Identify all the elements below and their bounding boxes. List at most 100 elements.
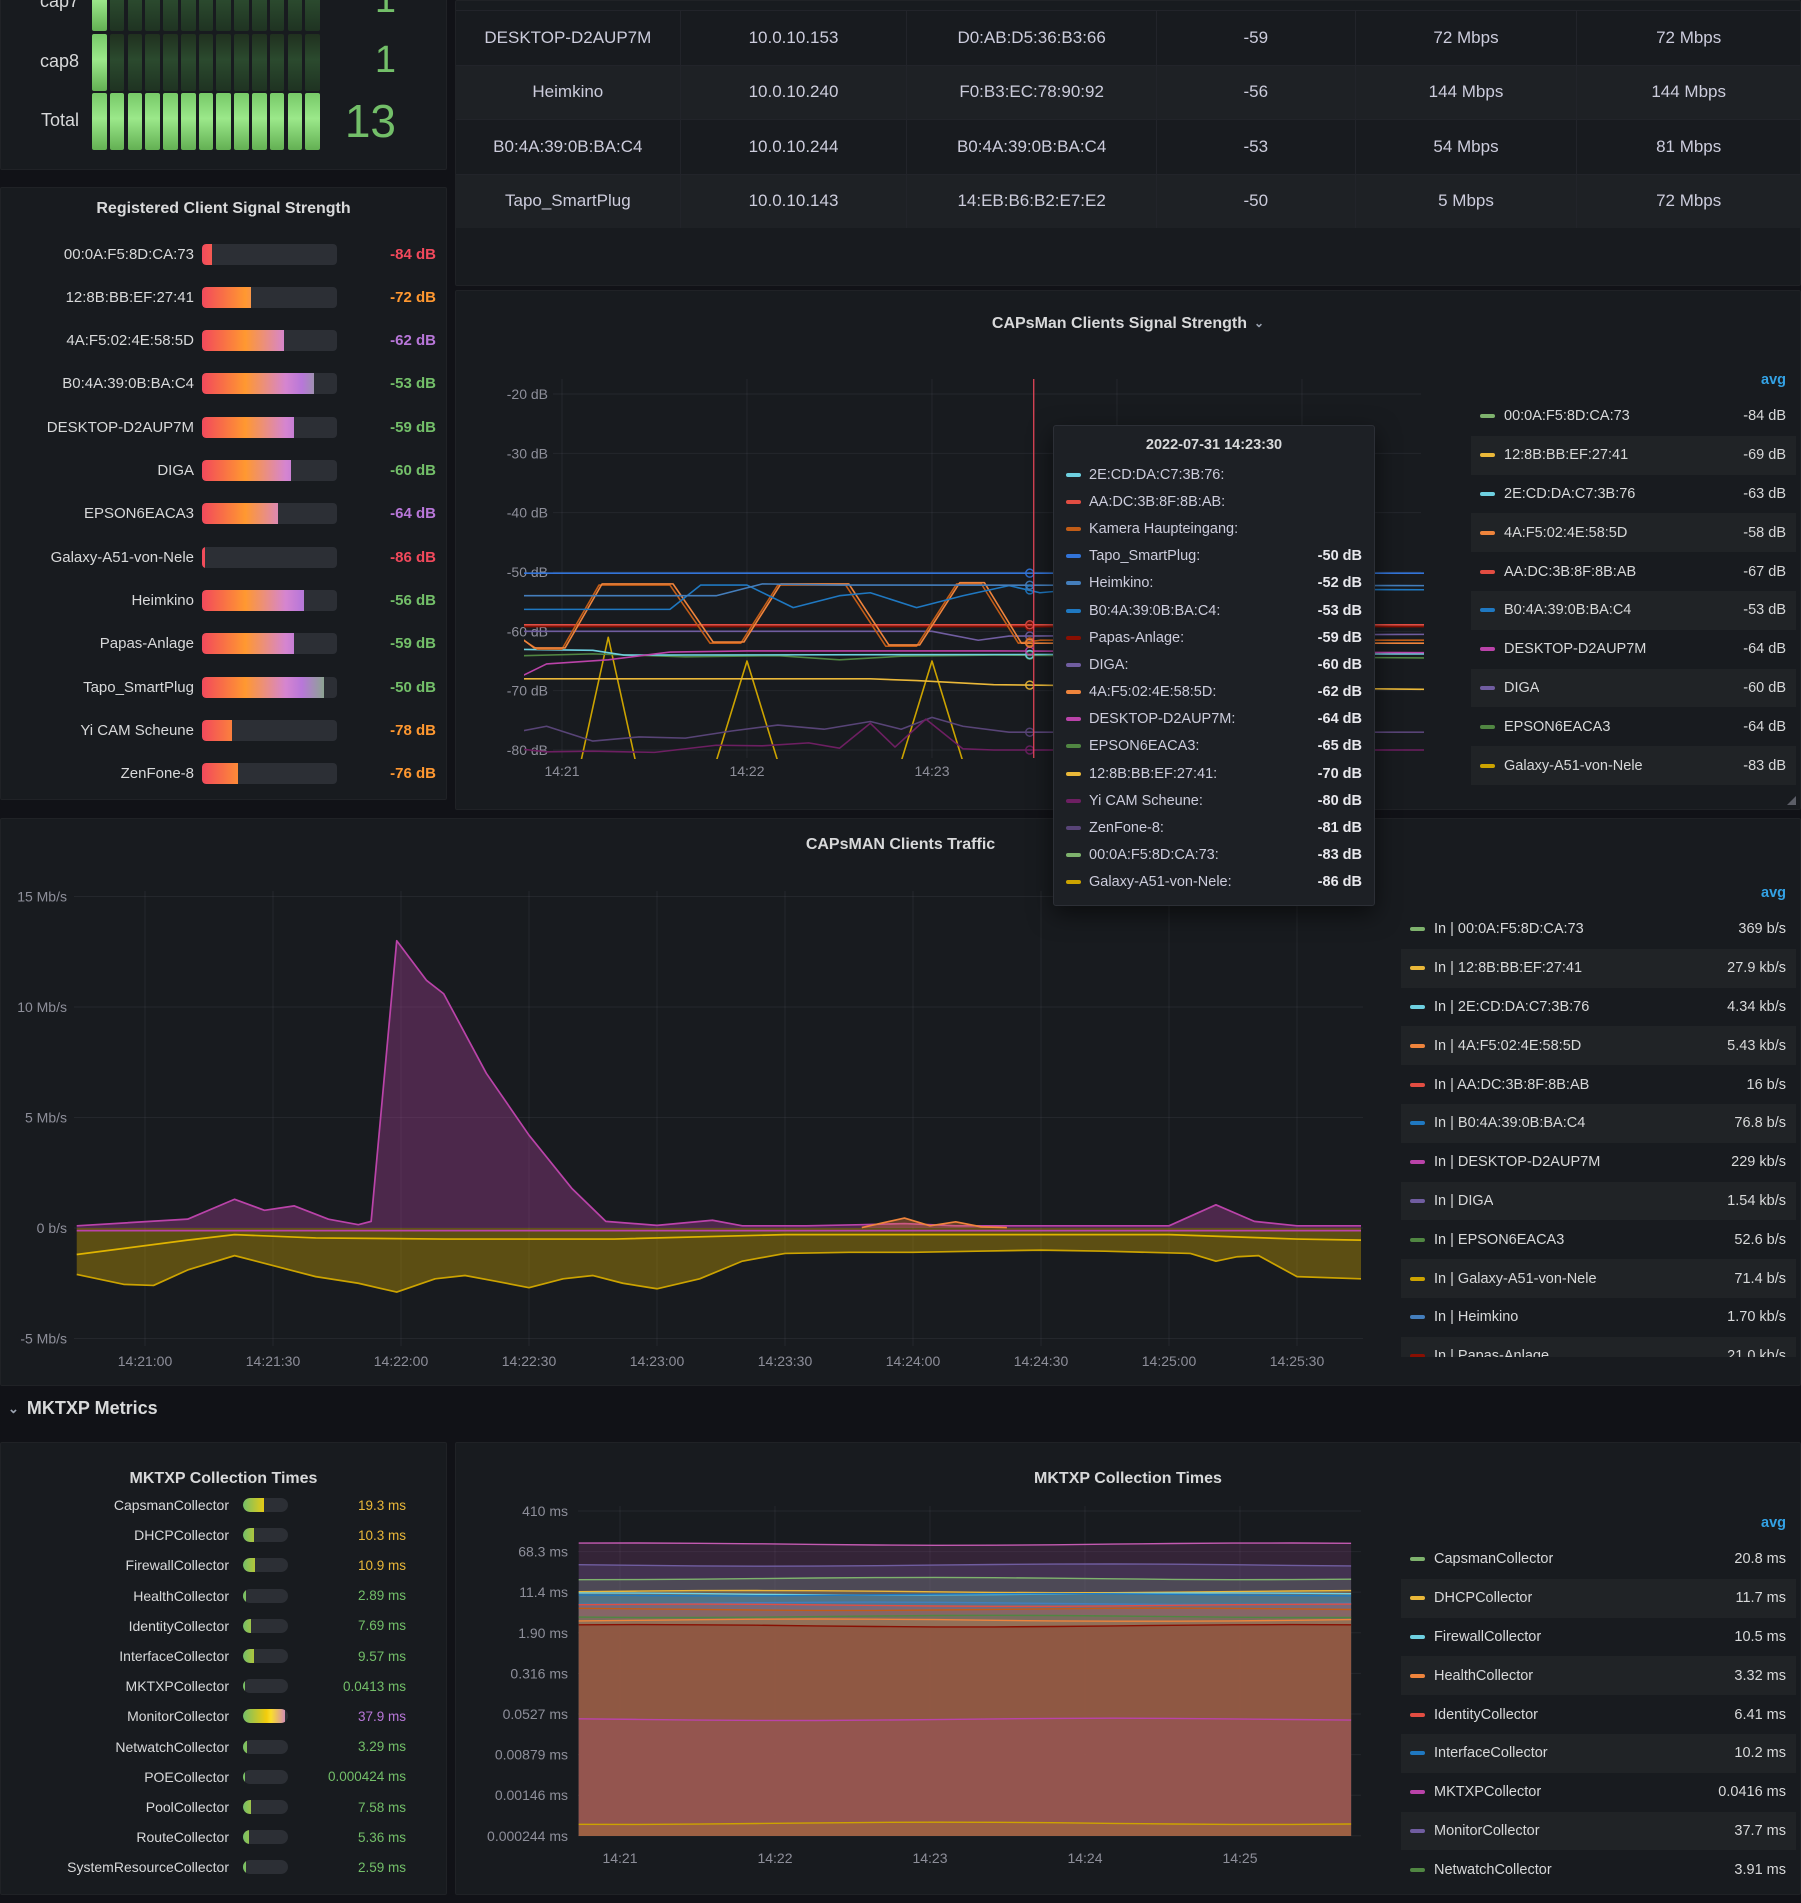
- panel-title[interactable]: Registered Client Signal Strength: [96, 200, 351, 217]
- mktxp-grid: 410 ms 68.3 ms 11.4 ms 1.90 ms 0.316 ms 0.052…: [487, 1503, 1361, 1866]
- gauge-row-value: -56 dB: [390, 591, 436, 609]
- gauge-row-value: -78 dB: [390, 721, 436, 739]
- svg-text:14:23:00: 14:23:00: [630, 1353, 685, 1369]
- table-cell: Tapo_SmartPlug: [456, 174, 681, 228]
- table-cell: 72 Mbps: [1356, 11, 1578, 65]
- legend-item[interactable]: HealthCollector 3.32 ms: [1401, 1656, 1796, 1695]
- legend-item[interactable]: CapsmanCollector 20.8 ms: [1401, 1540, 1796, 1579]
- legend-item[interactable]: Galaxy-A51-von-Nele -83 dB: [1471, 746, 1796, 785]
- legend-item[interactable]: In | B0:4A:39:0B:BA:C4 76.8 b/s: [1401, 1104, 1796, 1143]
- series-line-ZenFone-8: [524, 716, 1424, 742]
- legend-item[interactable]: In | 2E:CD:DA:C7:3B:76 4.34 kb/s: [1401, 988, 1796, 1027]
- legend-item[interactable]: In | EPSON6EACA3 52.6 b/s: [1401, 1220, 1796, 1259]
- panel-title[interactable]: CAPsMAN Clients Traffic: [805, 836, 996, 853]
- legend-item[interactable]: FirewallCollector 10.5 ms: [1401, 1618, 1796, 1657]
- legend-item[interactable]: NetwatchCollector 3.91 ms: [1401, 1850, 1796, 1877]
- panel-title[interactable]: CAPsMan Clients Signal Strength ⌄: [991, 315, 1265, 332]
- gauge-track: [243, 1860, 288, 1875]
- legend-item[interactable]: In | Heimkino 1.70 kb/s: [1401, 1298, 1796, 1337]
- mktxp-times-chart-panel: MKTXP Collection Times avg CapsmanCollect…: [455, 1442, 1801, 1895]
- legend-item[interactable]: 00:0A:F5:8D:CA:73 -84 dB: [1471, 397, 1796, 436]
- mktxp-chart[interactable]: 410 ms 68.3 ms 11.4 ms 1.90 ms 0.316 ms 0.052…: [456, 1443, 1801, 1895]
- panel-title[interactable]: MKTXP Collection Times: [1034, 1470, 1222, 1487]
- chevron-down-icon: ⌄: [8, 1400, 19, 1416]
- legend-item[interactable]: AA:DC:3B:8F:8B:AB -67 dB: [1471, 552, 1796, 591]
- legend-series-name: InterfaceCollector: [1434, 1745, 1548, 1762]
- gauge-row-label: DHCPCollector: [134, 1527, 229, 1544]
- series-color-swatch: [1066, 635, 1081, 640]
- section-row-mktxp-metrics[interactable]: ⌄ MKTXP Metrics: [8, 1398, 158, 1419]
- legend-item[interactable]: MonitorCollector 37.7 ms: [1401, 1812, 1796, 1851]
- panel-resize-handle[interactable]: [1787, 796, 1796, 805]
- registered-clients-table-panel: DESKTOP-D2AUP7M 10.0.10.153 D0:AB:D5:36:B3…: [455, 0, 1801, 286]
- gauge-row-label: Tapo_SmartPlug: [83, 678, 194, 696]
- series-line-SystemResourceCollector: [578, 1623, 1352, 1628]
- legend-series-name: 4A:F5:02:4E:58:5D: [1504, 524, 1628, 541]
- legend-item[interactable]: 2E:CD:DA:C7:3B:76 -63 dB: [1471, 475, 1796, 514]
- led-segment: [252, 33, 267, 91]
- legend-item[interactable]: In | Papas-Anlage 21.0 kb/s: [1401, 1337, 1796, 1357]
- series-color-swatch: [1480, 763, 1495, 768]
- series-line-Out | 12:8B:BB:EF:27:41: [76, 1233, 1362, 1256]
- legend-series-name: In | DIGA: [1434, 1192, 1494, 1209]
- legend-avg-value: 369 b/s: [1738, 921, 1786, 938]
- legend-item[interactable]: InterfaceCollector 10.2 ms: [1401, 1734, 1796, 1773]
- legend-item[interactable]: IdentityCollector 6.41 ms: [1401, 1695, 1796, 1734]
- tooltip-series-name: 4A:F5:02:4E:58:5D:: [1089, 684, 1217, 701]
- gauge-fill: [243, 1649, 254, 1663]
- series-color-swatch: [1066, 472, 1081, 477]
- legend-series-name: In | DESKTOP-D2AUP7M: [1434, 1154, 1601, 1171]
- signal-gauge-row: DESKTOP-D2AUP7M -59 dB: [1, 406, 446, 449]
- svg-text:14:21: 14:21: [544, 763, 579, 779]
- led-segment: [234, 92, 249, 150]
- series-color-swatch: [1410, 927, 1425, 932]
- tooltip-row: AA:DC:3B:8F:8B:AB:: [1054, 488, 1374, 515]
- legend-item[interactable]: In | DESKTOP-D2AUP7M 229 kb/s: [1401, 1143, 1796, 1182]
- traffic-chart[interactable]: 15 Mb/s 10 Mb/s 5 Mb/s 0 b/s -5 Mb/s 14:21:00…: [1, 819, 1801, 1386]
- legend-item[interactable]: DIGA -60 dB: [1471, 669, 1796, 708]
- legend-item[interactable]: In | DIGA 1.54 kb/s: [1401, 1182, 1796, 1221]
- legend-item[interactable]: B0:4A:39:0B:BA:C4 -53 dB: [1471, 591, 1796, 630]
- gauge-row-label: SystemResourceCollector: [67, 1859, 229, 1876]
- legend-item[interactable]: EPSON6EACA3 -64 dB: [1471, 707, 1796, 746]
- gauge-row-label: MKTXPCollector: [125, 1678, 229, 1695]
- gauge-row-value: 5.36 ms: [357, 1829, 406, 1845]
- legend-item[interactable]: DHCPCollector 11.7 ms: [1401, 1579, 1796, 1618]
- legend-item[interactable]: 4A:F5:02:4E:58:5D -58 dB: [1471, 513, 1796, 552]
- tooltip-row: Galaxy-A51-von-Nele: -86 dB: [1054, 869, 1374, 896]
- svg-text:1.90 ms: 1.90 ms: [518, 1625, 568, 1641]
- svg-text:-30 dB: -30 dB: [507, 445, 548, 461]
- tooltip-series-value: -50 dB: [1317, 548, 1362, 565]
- led-segment: [198, 33, 214, 91]
- legend-item[interactable]: MKTXPCollector 0.0416 ms: [1401, 1773, 1796, 1812]
- legend-avg-header[interactable]: avg: [1761, 372, 1786, 388]
- legend-item[interactable]: 12:8B:BB:EF:27:41 -69 dB: [1471, 436, 1796, 475]
- chevron-down-icon[interactable]: ⌄: [1254, 316, 1265, 330]
- legend-item[interactable]: In | 00:0A:F5:8D:CA:73 369 b/s: [1401, 910, 1796, 949]
- gauge-row-label: IdentityCollector: [128, 1617, 229, 1634]
- legend-avg-header[interactable]: avg: [1761, 885, 1786, 901]
- legend-item[interactable]: In | AA:DC:3B:8F:8B:AB 16 b/s: [1401, 1065, 1796, 1104]
- gauge-track: [243, 1558, 288, 1573]
- led-gauge: [92, 33, 320, 91]
- led-segment: [180, 0, 196, 31]
- gauge-track: [202, 503, 337, 525]
- series-line-IdentityCollector: [578, 1603, 1352, 1608]
- legend-item[interactable]: In | 4A:F5:02:4E:58:5D 5.43 kb/s: [1401, 1026, 1796, 1065]
- panel-title[interactable]: MKTXP Collection Times: [129, 1470, 318, 1487]
- legend-series-name: EPSON6EACA3: [1504, 718, 1611, 735]
- gauge-row-value: 7.69 ms: [357, 1618, 406, 1634]
- legend-avg-header[interactable]: avg: [1761, 1515, 1786, 1531]
- gauge-fill: [202, 676, 324, 698]
- series-color-swatch: [1410, 1596, 1425, 1601]
- legend-item[interactable]: DESKTOP-D2AUP7M -64 dB: [1471, 630, 1796, 669]
- legend-item[interactable]: In | Galaxy-A51-von-Nele 71.4 b/s: [1401, 1259, 1796, 1298]
- series-color-swatch: [1066, 798, 1081, 803]
- gauge-row-value: 13: [344, 95, 396, 147]
- table-cell: 54 Mbps: [1356, 120, 1578, 174]
- series-color-swatch: [1066, 690, 1081, 695]
- series-color-swatch: [1410, 1354, 1425, 1357]
- legend-avg-value: 37.7 ms: [1734, 1822, 1786, 1839]
- legend-item[interactable]: In | 12:8B:BB:EF:27:41 27.9 kb/s: [1401, 949, 1796, 988]
- gauge-row-value: 2.89 ms: [357, 1588, 406, 1604]
